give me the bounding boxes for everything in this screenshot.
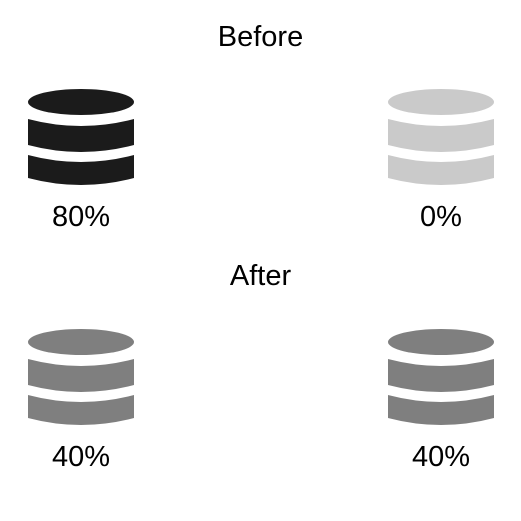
before-left-percentage: 80% [51,201,111,233]
before-title: Before [217,21,304,53]
database-icon-before-left [28,89,134,185]
before-right-percentage: 0% [420,201,462,233]
after-title: After [229,260,292,292]
after-left-percentage: 40% [51,441,111,473]
database-icon-after-right [388,329,494,425]
after-right-percentage: 40% [411,441,471,473]
database-icon-before-right [388,89,494,185]
database-icon-after-left [28,329,134,425]
